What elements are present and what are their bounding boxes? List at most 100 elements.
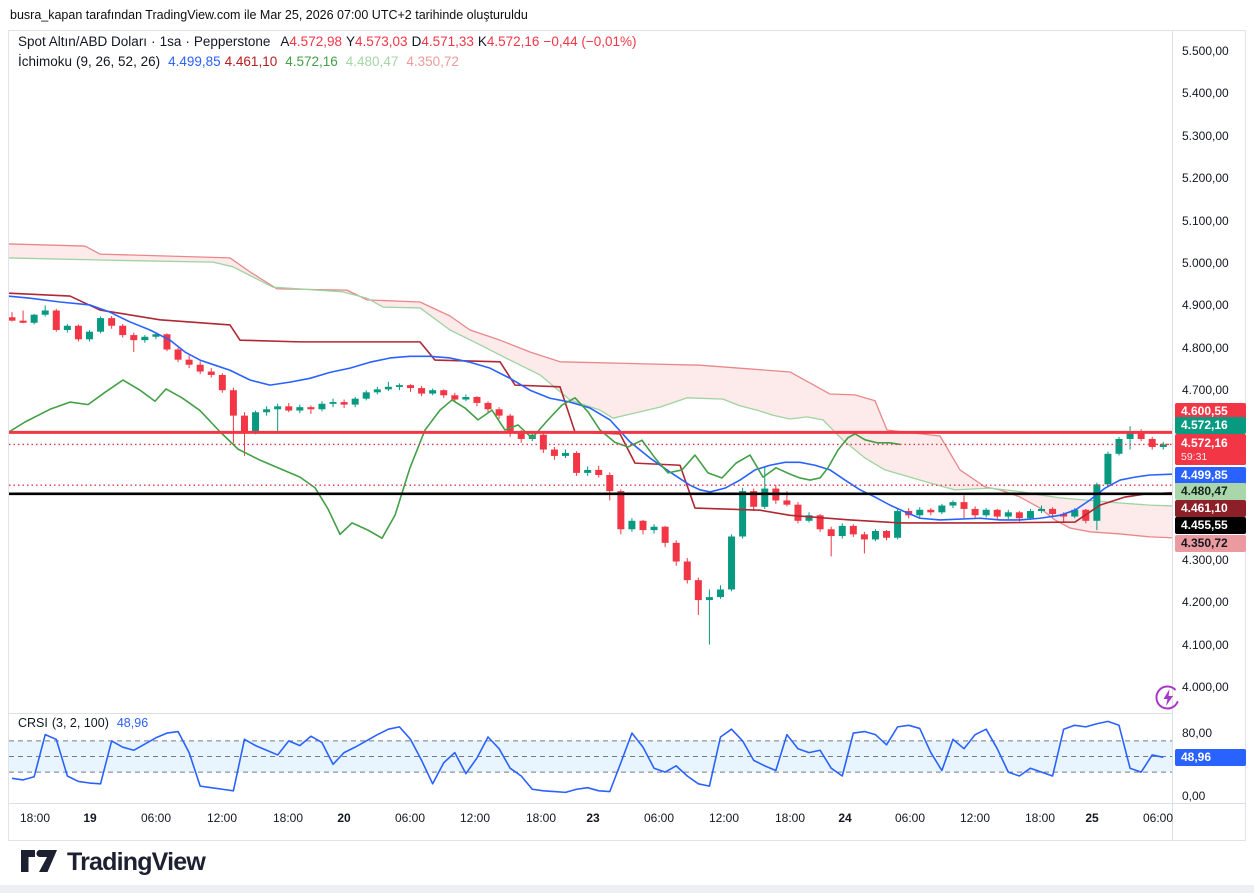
price-axis-separator[interactable] (1172, 31, 1173, 841)
candle-body (495, 409, 503, 416)
time-axis-label[interactable]: 06:00 (643, 811, 675, 825)
flash-icon[interactable] (1154, 684, 1182, 712)
time-axis-separator[interactable] (9, 803, 1246, 804)
candle-body (97, 318, 105, 332)
price-line-badge: 4.572,16 (1175, 416, 1246, 434)
candle-body (407, 385, 415, 389)
candle-body (1015, 512, 1023, 519)
time-axis-label[interactable]: 18:00 (19, 811, 51, 825)
candle-body (373, 389, 381, 393)
price-axis-tick: 4.100,00 (1182, 637, 1229, 652)
candle-body (218, 374, 226, 391)
candle-body (728, 536, 736, 590)
ichimoku-cloud (9, 243, 1172, 538)
candle-body (517, 432, 525, 439)
candle-body (1049, 508, 1057, 515)
time-axis-label[interactable]: 18:00 (525, 811, 557, 825)
candle-body (174, 349, 182, 360)
time-axis-label[interactable]: 06:00 (894, 811, 926, 825)
high-value: 4.573,03 (355, 34, 408, 49)
main-pane[interactable] (8, 243, 1176, 645)
current-price-badge: 4.572,16 59:31 (1175, 434, 1246, 465)
price-axis-tick: 4.800,00 (1182, 340, 1229, 355)
candle-body (30, 314, 38, 323)
crsi-value-badge: 48,96 (1175, 748, 1246, 766)
time-axis-label[interactable]: 12:00 (708, 811, 740, 825)
time-axis-label[interactable]: 18:00 (774, 811, 806, 825)
candle-body (993, 509, 1001, 517)
candle-body (240, 415, 248, 433)
time-axis-label[interactable]: 12:00 (959, 811, 991, 825)
interval-label: 1sa (159, 34, 182, 49)
crsi-pane[interactable] (9, 720, 1172, 794)
pane-divider[interactable] (9, 713, 1172, 714)
time-axis-label[interactable]: 12:00 (459, 811, 491, 825)
candle-body (1026, 511, 1034, 519)
price-axis-tick: 4.900,00 (1182, 298, 1229, 313)
candle-body (506, 415, 514, 433)
candle-body (85, 331, 93, 340)
candle-body (141, 336, 149, 341)
time-axis-label[interactable]: 06:00 (394, 811, 426, 825)
candle-body (185, 359, 193, 365)
candle-body (960, 502, 968, 509)
price-axis-tick: 5.100,00 (1182, 213, 1229, 228)
candle-body (296, 407, 304, 411)
tenkan-line (9, 295, 1172, 521)
senkou-a-line (9, 257, 1172, 507)
price-axis-tick: 4.300,00 (1182, 552, 1229, 567)
time-axis-label[interactable]: 23 (586, 811, 600, 825)
price-axis-tick: 4.700,00 (1182, 383, 1229, 398)
time-axis-label[interactable]: 06:00 (1142, 811, 1174, 825)
candle-body (1104, 453, 1112, 485)
candle-body (595, 469, 603, 475)
candle-body (440, 390, 448, 396)
price-axis[interactable]: 5.500,00 5.400,00 5.300,00 5.200,00 5.100,00… (1173, 31, 1253, 803)
candle-body (351, 398, 359, 405)
time-axis-label[interactable]: 25 (1085, 811, 1099, 825)
candle-body (805, 515, 813, 521)
time-axis-label[interactable]: 06:00 (140, 811, 172, 825)
time-axis-label[interactable]: 12:00 (206, 811, 238, 825)
price-line-badge: 4.461,10 (1175, 499, 1246, 517)
candle-body (1071, 509, 1079, 517)
price-axis-tick: 5.200,00 (1182, 171, 1229, 186)
candle-body (661, 526, 669, 543)
candle-body (982, 509, 990, 516)
candle-body (462, 396, 470, 400)
candle-body (871, 530, 879, 540)
candle-body (274, 406, 282, 410)
price-axis-tick: 4.000,00 (1182, 680, 1229, 694)
ichimoku-senkou-b-value: 4.350,72 (406, 54, 459, 69)
time-axis-label[interactable]: 18:00 (1024, 811, 1056, 825)
open-label: A (280, 34, 290, 49)
candle-body (163, 334, 171, 350)
candle-body (1148, 438, 1156, 448)
price-axis-tick: 5.400,00 (1182, 86, 1229, 101)
candle-body (252, 412, 260, 433)
time-axis-label[interactable]: 19 (83, 811, 97, 825)
price-axis-tick: 5.500,00 (1182, 44, 1229, 58)
candle-body (573, 452, 581, 473)
time-axis-label[interactable]: 20 (337, 811, 351, 825)
ichimoku-legend[interactable]: İchimoku (9, 26, 52, 26) 4.499,85 4.461,10 4… (18, 54, 463, 69)
ichimoku-senkou-a-value: 4.480,47 (345, 54, 399, 69)
tradingview-logo[interactable]: TradingView (20, 847, 206, 877)
crsi-legend[interactable]: CRSI (3, 2, 100) 48,96 (18, 716, 152, 730)
candle-body (1137, 432, 1145, 439)
candle-body (716, 589, 724, 598)
candle-body (739, 491, 747, 537)
bottom-strip (0, 885, 1254, 893)
symbol-legend[interactable]: Spot Altın/ABD Doları · 1sa · Pepperstone A4.… (18, 34, 641, 49)
time-axis-label[interactable]: 18:00 (272, 811, 304, 825)
candle-body (285, 406, 293, 411)
price-axis-tick: 5.300,00 (1182, 128, 1229, 143)
candle-body (916, 509, 924, 516)
low-value: 4.571,33 (421, 34, 474, 49)
candle-body (318, 403, 326, 410)
time-axis-label[interactable]: 24 (838, 811, 852, 825)
candle-body (894, 511, 902, 538)
candle-body (1115, 438, 1123, 454)
